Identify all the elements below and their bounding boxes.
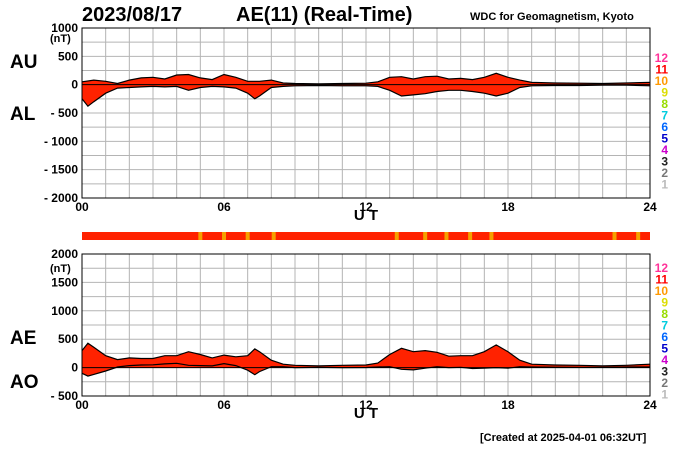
legend-scale-label: 1: [661, 178, 668, 192]
activity-strip-marker: [394, 232, 399, 240]
x-tick-label: 00: [75, 398, 89, 412]
y-tick-label: 1000: [51, 304, 78, 318]
legend-scale-label: 5: [661, 342, 668, 356]
y-tick-label: - 500: [51, 389, 79, 403]
legend-scale-label: 8: [661, 97, 668, 111]
label-au: AU: [10, 52, 38, 73]
y-tick-label: - 2000: [44, 191, 78, 205]
legend-scale-label: 12: [655, 51, 669, 65]
activity-strip-marker: [423, 232, 428, 240]
activity-strip-marker: [198, 232, 203, 240]
legend-scale-label: 5: [661, 132, 668, 146]
y-tick-label: 0: [71, 78, 78, 92]
activity-strip: [82, 232, 650, 240]
area-ae: [82, 343, 650, 368]
activity-strip-marker: [489, 232, 494, 240]
x-tick-label: 12: [359, 200, 373, 214]
grid-top: [81, 27, 651, 199]
legend-scale-label: 9: [661, 296, 668, 310]
created-timestamp: [Created at 2025-04-01 06:32UT]: [480, 432, 647, 444]
legend-scale-label: 3: [661, 365, 668, 379]
activity-strip-marker: [245, 232, 250, 240]
legend-scale-label: 4: [661, 143, 668, 157]
y-tick-label: 500: [58, 49, 78, 63]
label-ae: AE: [10, 328, 37, 349]
activity-strip-marker: [222, 232, 226, 240]
legend-scale-label: 6: [661, 330, 668, 344]
unit-label-bottom: (nT): [50, 263, 71, 275]
line-au: [81, 72, 651, 85]
x-tick-label: 18: [501, 398, 515, 412]
activity-strip-marker: [271, 232, 276, 240]
legend-scale-label: 6: [661, 120, 668, 134]
plot-frame-bottom: [81, 253, 651, 397]
legend-scale-label: 4: [661, 353, 668, 367]
unit-label-top: (nT): [50, 33, 71, 45]
y-tick-label: 500: [58, 332, 78, 346]
legend-scale-label: 7: [661, 319, 668, 333]
x-tick-label: 00: [75, 200, 89, 214]
y-tick-label: - 1500: [44, 163, 78, 177]
line-al: [81, 84, 651, 108]
activity-strip-marker: [636, 232, 641, 240]
y-tick-label: 2000: [51, 247, 78, 261]
legend-scale-label: 1: [661, 388, 668, 402]
label-ao: AO: [10, 372, 39, 393]
x-tick-label: 06: [217, 200, 231, 214]
legend-scale-label: 11: [655, 63, 668, 77]
legend-scale-label: 10: [655, 284, 669, 298]
legend-scale-label: 3: [661, 155, 668, 169]
x-tick-label: 06: [217, 398, 231, 412]
credit-label: WDC for Geomagnetism, Kyoto: [470, 11, 634, 23]
activity-strip-marker: [444, 232, 449, 240]
label-al: AL: [10, 104, 36, 125]
legend-scale-label: 11: [655, 273, 668, 287]
line-ae: [81, 342, 651, 367]
y-tick-label: 0: [71, 361, 78, 375]
chart-title: AE(11) (Real-Time): [236, 4, 413, 26]
y-tick-label: - 500: [51, 106, 79, 120]
x-axis-label: U T: [354, 405, 378, 422]
date-label: 2023/08/17: [82, 4, 183, 26]
x-tick-label: 24: [643, 398, 657, 412]
plot-frame-top: [81, 27, 651, 199]
legend-scale-label: 12: [655, 261, 669, 275]
activity-strip-marker: [612, 232, 617, 240]
x-tick-label: 12: [359, 398, 373, 412]
legend-scale-label: 10: [655, 74, 669, 88]
x-tick-label: 18: [501, 200, 515, 214]
x-axis-label: U T: [354, 207, 378, 224]
area-ao: [82, 363, 650, 377]
legend-scale-label: 7: [661, 109, 668, 123]
legend-scale-label: 8: [661, 307, 668, 321]
legend-scale-label: 2: [661, 376, 668, 390]
area-al: [82, 84, 650, 107]
legend-scale-label: 2: [661, 166, 668, 180]
legend-scale-label: 9: [661, 86, 668, 100]
y-tick-label: 1000: [51, 21, 78, 35]
activity-strip-marker: [468, 232, 473, 240]
x-tick-label: 24: [643, 200, 657, 214]
y-tick-label: 1500: [51, 275, 78, 289]
area-au: [82, 73, 650, 85]
y-tick-label: - 1000: [44, 134, 78, 148]
grid-bottom: [81, 253, 651, 397]
